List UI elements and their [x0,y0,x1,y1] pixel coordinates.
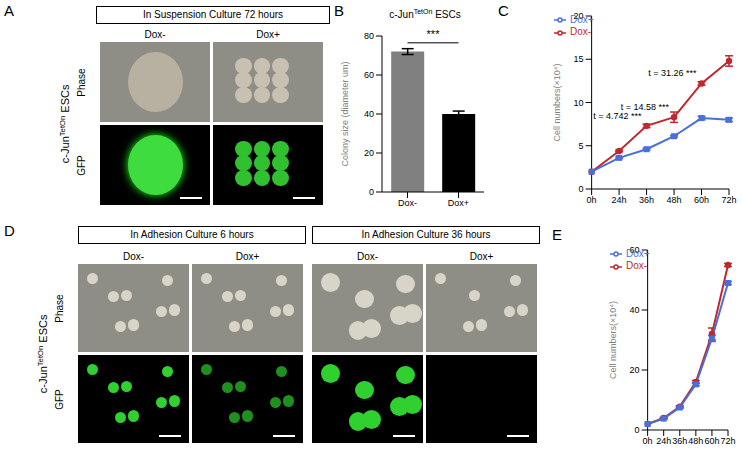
svg-text:20: 20 [574,11,584,21]
svg-text:0h: 0h [587,195,597,205]
svg-text:0: 0 [635,425,640,435]
svg-text:20: 20 [364,148,374,158]
svg-text:***: *** [427,28,441,40]
svg-text:t = 31.26 ***: t = 31.26 *** [648,68,697,78]
svg-text:60: 60 [630,245,640,255]
svg-text:10: 10 [574,98,584,108]
svg-text:Cell numbers(×10⁴): Cell numbers(×10⁴) [608,301,618,379]
svg-text:40: 40 [364,109,374,119]
svg-text:36h: 36h [672,436,687,446]
svg-text:0: 0 [369,187,374,197]
svg-text:60: 60 [364,70,374,80]
svg-text:48h: 48h [688,436,703,446]
svg-text:0: 0 [579,184,584,194]
svg-text:60h: 60h [704,436,719,446]
svg-text:72h: 72h [721,195,735,205]
svg-text:36h: 36h [639,195,654,205]
svg-text:48h: 48h [667,195,682,205]
svg-text:40: 40 [630,305,640,315]
svg-text:t = 14.58 ***: t = 14.58 *** [621,102,670,112]
svg-text:0h: 0h [643,436,653,446]
svg-text:15: 15 [574,54,584,64]
svg-text:60h: 60h [694,195,709,205]
svg-text:5: 5 [579,141,584,151]
svg-text:80: 80 [364,31,374,41]
svg-text:24h: 24h [656,436,671,446]
svg-text:t = 4.742 ***: t = 4.742 *** [593,111,642,121]
svg-text:Dox-: Dox- [398,198,417,208]
svg-text:Cell numbers(×10⁴): Cell numbers(×10⁴) [552,63,562,141]
svg-text:Dox+: Dox+ [448,198,469,208]
svg-text:72h: 72h [720,436,735,446]
svg-text:20: 20 [630,365,640,375]
svg-text:Colony size (diameter um): Colony size (diameter um) [340,61,350,166]
svg-text:24h: 24h [612,195,627,205]
